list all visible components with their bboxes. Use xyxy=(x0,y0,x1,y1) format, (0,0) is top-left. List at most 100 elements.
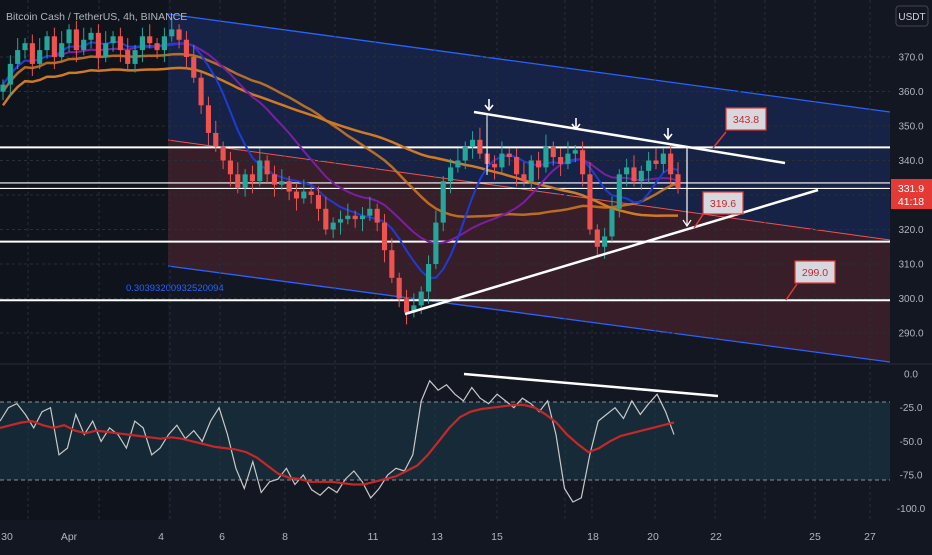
candle-body xyxy=(110,36,116,44)
candle-body xyxy=(528,160,534,182)
down-arrow-icon xyxy=(663,128,673,141)
osc-tick-label: 0.0 xyxy=(904,370,918,381)
osc-tick-label: -50.0 xyxy=(900,437,923,448)
candle-body xyxy=(29,43,35,64)
callout-343[interactable]: 343.8 xyxy=(712,107,767,149)
date-tick-label: Apr xyxy=(61,531,78,543)
price-tick-label: 310.0 xyxy=(898,260,923,271)
price-tick-label: 370.0 xyxy=(898,53,923,64)
candle-body xyxy=(499,153,505,168)
candle-body xyxy=(125,50,131,64)
price-axis-panel[interactable] xyxy=(890,0,932,520)
candle-body xyxy=(249,174,256,182)
candle-body xyxy=(469,139,476,147)
ma-long-line xyxy=(1,66,678,217)
price-tick-label: 340.0 xyxy=(898,156,923,167)
down-arrow-icon xyxy=(571,118,581,131)
price-tick-label: 360.0 xyxy=(898,87,923,98)
candle-body xyxy=(81,39,87,51)
date-tick-label: 4 xyxy=(158,531,164,543)
candle-body xyxy=(213,132,219,147)
candle-body xyxy=(425,264,432,292)
candle-body xyxy=(418,291,424,306)
candle-body xyxy=(330,222,336,230)
date-tick-label: 25 xyxy=(809,531,821,543)
candle-body xyxy=(315,195,322,209)
candle-body xyxy=(374,208,380,223)
candle-body xyxy=(514,157,520,175)
candle-body xyxy=(301,191,307,199)
candle-body xyxy=(396,277,402,299)
date-tick-label: 22 xyxy=(710,531,722,543)
candle-body xyxy=(631,167,637,182)
callout-299[interactable]: 299.0 xyxy=(785,260,836,301)
candle-body xyxy=(506,153,512,158)
callout-319-label: 319.6 xyxy=(710,198,736,210)
osc-divergence-line[interactable] xyxy=(463,372,719,398)
resistance-trendline[interactable] xyxy=(473,110,786,165)
candle-body xyxy=(668,153,674,175)
candle-body xyxy=(646,160,652,171)
candle-body xyxy=(286,181,292,192)
candle-body xyxy=(73,29,79,51)
candle-body xyxy=(235,174,241,189)
osc-band xyxy=(0,402,890,480)
candle-body xyxy=(279,181,285,185)
candle-body xyxy=(22,43,28,51)
channel-upper-line xyxy=(167,13,891,113)
candle-body xyxy=(609,208,615,237)
candle-body xyxy=(492,163,498,168)
currency-badge[interactable] xyxy=(895,5,929,27)
last-price-tag xyxy=(891,179,932,209)
candle-body xyxy=(95,32,101,57)
support-trendline[interactable] xyxy=(404,188,819,316)
osc-tick-label: -75.0 xyxy=(900,471,923,482)
candle-body xyxy=(308,191,314,195)
price-tick-label: 290.0 xyxy=(898,329,923,340)
candle-body xyxy=(403,298,410,313)
candle-body xyxy=(521,174,527,182)
candle-body xyxy=(536,160,542,168)
candle-body xyxy=(257,160,263,182)
currency-label: USDT xyxy=(898,12,925,23)
price-tick-label: 350.0 xyxy=(898,122,923,133)
candle-body xyxy=(176,29,182,40)
candle-body xyxy=(638,170,644,182)
candle-body xyxy=(169,29,175,37)
candle-body xyxy=(227,160,234,175)
candle-body xyxy=(653,160,659,164)
candle-body xyxy=(411,305,417,313)
candle-body xyxy=(7,63,13,85)
candle-body xyxy=(565,153,571,164)
oscillator-line xyxy=(0,379,675,503)
channel-lower-line xyxy=(167,265,891,363)
candle-body xyxy=(447,167,454,182)
candle-body xyxy=(352,215,358,220)
candle-body xyxy=(88,32,94,40)
symbol-title[interactable]: Bitcoin Cash / TetherUS, 4h, BINANCE xyxy=(6,11,187,23)
callout-319[interactable]: 319.6 xyxy=(693,191,744,229)
date-tick-label: 18 xyxy=(587,531,599,543)
candle-body xyxy=(624,167,630,175)
ma-mid-line xyxy=(1,52,679,218)
callout-299-label: 299.0 xyxy=(802,267,828,279)
candle-body xyxy=(558,157,564,164)
channel-mid-line xyxy=(167,139,891,241)
osc-tick-label: -25.0 xyxy=(900,403,923,414)
candle-body xyxy=(587,174,593,230)
last-price-value: 331.9 xyxy=(898,183,924,195)
candle-body xyxy=(44,36,50,51)
candle-body xyxy=(345,215,351,220)
date-tick-label: 6 xyxy=(219,531,225,543)
date-tick-label: 27 xyxy=(864,531,876,543)
date-axis-panel[interactable] xyxy=(0,520,932,550)
down-arrow-icon xyxy=(484,99,494,112)
candle-body xyxy=(337,219,344,223)
candle-body xyxy=(220,146,226,161)
candle-body xyxy=(0,84,6,92)
candle-body xyxy=(191,57,197,78)
candle-body xyxy=(594,229,600,247)
candle-body xyxy=(602,236,608,247)
date-tick-label: 8 xyxy=(282,531,288,543)
